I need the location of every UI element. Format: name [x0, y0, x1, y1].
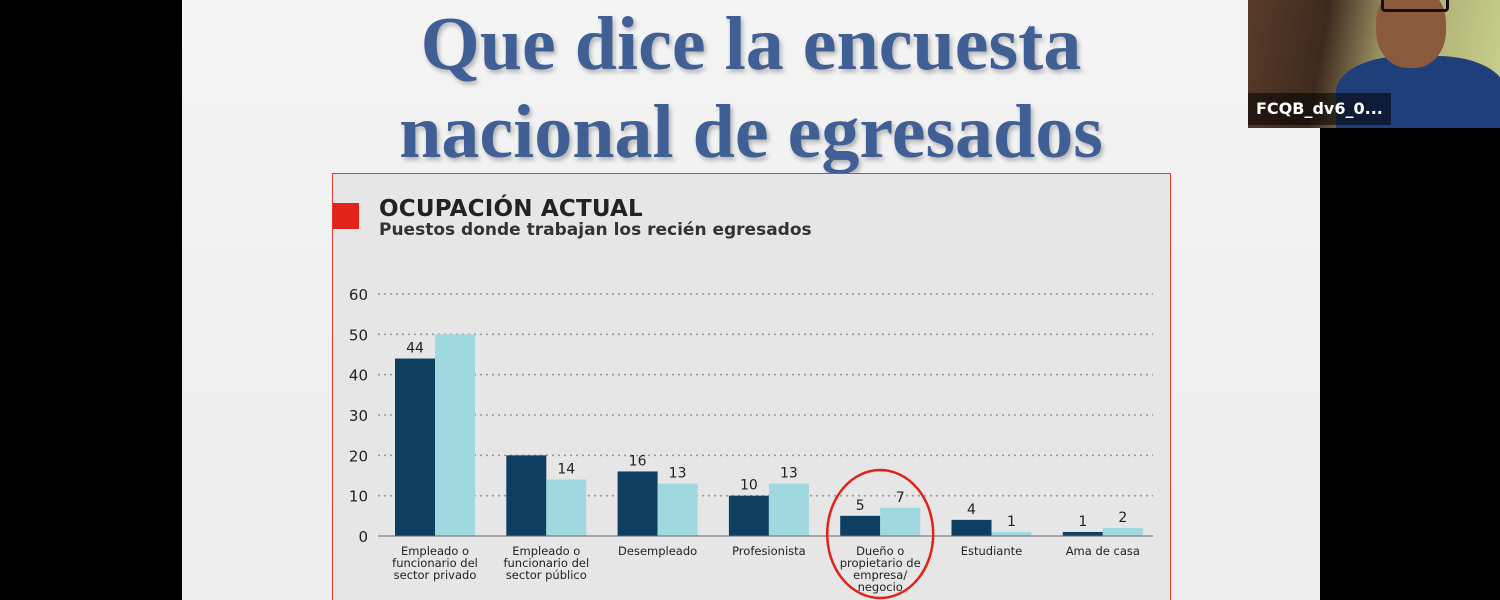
bar — [951, 519, 992, 536]
slide-title: Que dice la encuesta nacional de egresad… — [182, 0, 1320, 176]
red-marker-square — [333, 203, 359, 229]
bar — [657, 483, 698, 536]
category-label: sector privado — [394, 568, 477, 582]
y-tick-label: 60 — [349, 286, 368, 304]
y-tick-label: 50 — [349, 326, 368, 344]
slide-title-line-1: Que dice la encuesta — [420, 2, 1082, 86]
category-label: Empleado o — [512, 544, 580, 558]
bar — [840, 515, 881, 536]
chart-title: OCUPACIÓN ACTUAL — [379, 196, 643, 222]
chart-subtitle: Puestos donde trabajan los recién egresa… — [379, 220, 812, 240]
bar — [1102, 527, 1143, 536]
category-label: propietario de — [840, 556, 921, 570]
data-label: 10 — [740, 478, 758, 494]
category-label: funcionario del — [503, 556, 589, 570]
participant-glasses — [1381, 0, 1449, 12]
bar — [506, 455, 547, 536]
category-label: Dueño o — [856, 544, 904, 558]
highlight-circle — [825, 468, 935, 600]
category-label: funcionario del — [392, 556, 478, 570]
bar — [991, 531, 1032, 536]
y-tick-label: 30 — [349, 407, 368, 425]
bar — [1062, 531, 1103, 536]
data-label: 13 — [669, 466, 687, 482]
y-tick-label: 0 — [358, 528, 368, 546]
y-tick-label: 40 — [349, 367, 368, 385]
data-label: 44 — [406, 341, 424, 357]
data-label: 7 — [896, 490, 905, 506]
category-label: Estudiante — [961, 544, 1022, 558]
data-label: 5 — [856, 498, 865, 514]
data-label: 16 — [629, 453, 647, 469]
data-label: 13 — [780, 466, 798, 482]
category-label: empresa/ — [853, 568, 907, 582]
data-label: 1 — [1007, 514, 1016, 530]
category-label: Desempleado — [618, 544, 697, 558]
data-label: 14 — [557, 462, 575, 478]
participant-video-tile[interactable]: FCQB_dv6_0... — [1248, 0, 1500, 128]
bar — [768, 483, 809, 536]
presentation-slide: Que dice la encuesta nacional de egresad… — [182, 0, 1320, 600]
bar — [395, 358, 435, 536]
category-label: negocio — [858, 580, 903, 594]
participant-name-label: FCQB_dv6_0... — [1248, 93, 1391, 125]
category-label: sector público — [506, 568, 587, 582]
category-label: Empleado o — [401, 544, 469, 558]
data-label: 2 — [1118, 510, 1127, 526]
category-label: Profesionista — [732, 544, 806, 558]
data-label: 4 — [967, 502, 976, 518]
y-tick-label: 10 — [349, 488, 368, 506]
bar — [728, 495, 769, 536]
bar — [617, 471, 658, 536]
category-label: Ama de casa — [1066, 544, 1140, 558]
slide-title-line-2: nacional de egresados — [399, 90, 1103, 174]
bar — [435, 334, 475, 536]
y-tick-label: 20 — [349, 447, 368, 465]
bar — [546, 479, 587, 536]
data-label: 1 — [1078, 514, 1087, 530]
chart-frame: OCUPACIÓN ACTUAL Puestos donde trabajan … — [332, 173, 1171, 600]
bar — [880, 507, 921, 536]
